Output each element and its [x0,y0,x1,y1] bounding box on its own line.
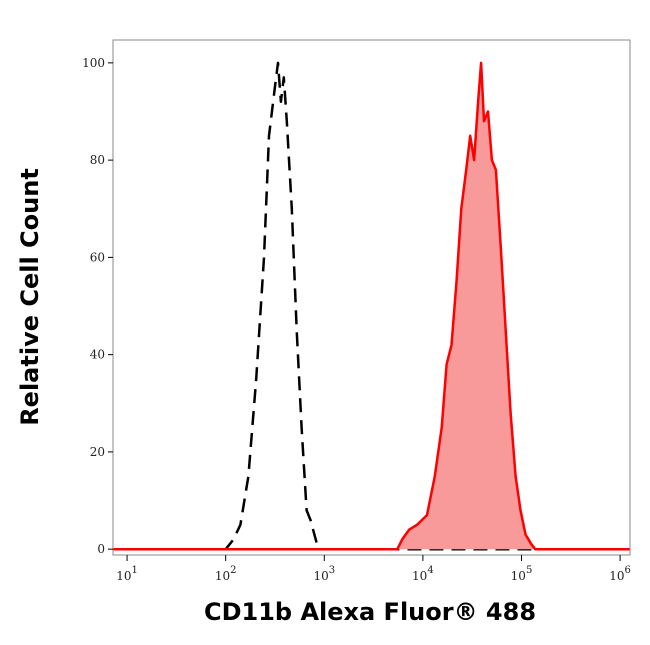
y-tick-label: 20 [90,445,105,459]
x-tick-exponent: 5 [526,565,532,576]
histogram-line [113,61,630,551]
y-tick-label: 100 [82,56,105,70]
histogram-area [113,62,630,550]
plot-frame [112,39,631,556]
x-tick-exponent: 4 [427,565,433,576]
y-tick-label: 60 [90,250,105,264]
x-tick-base: 10 [215,569,230,583]
x-tick-exponent: 1 [132,565,138,576]
histogram-line [113,61,630,551]
x-tick-exponent: 6 [625,565,631,576]
x-tick-label: 105 [511,565,533,583]
x-tick-base: 10 [511,569,526,583]
x-tick-base: 10 [609,569,624,583]
x-tick-label: 106 [609,565,631,583]
x-tick-exponent: 2 [230,565,236,576]
x-tick-label: 101 [116,565,138,583]
x-tick-base: 10 [412,569,427,583]
x-tick-base: 10 [116,569,131,583]
y-tick-label: 0 [97,542,105,556]
x-tick-label: 104 [412,565,434,583]
x-tick-label: 103 [313,565,335,583]
x-tick-label: 102 [215,565,237,583]
x-tick-exponent: 3 [329,565,335,576]
x-axis-title: CD11b Alexa Fluor® 488 [204,598,536,626]
y-axis-title: Relative Cell Count [16,168,44,426]
y-tick-label: 40 [90,348,105,362]
y-tick-label: 80 [90,153,105,167]
x-tick-base: 10 [313,569,328,583]
